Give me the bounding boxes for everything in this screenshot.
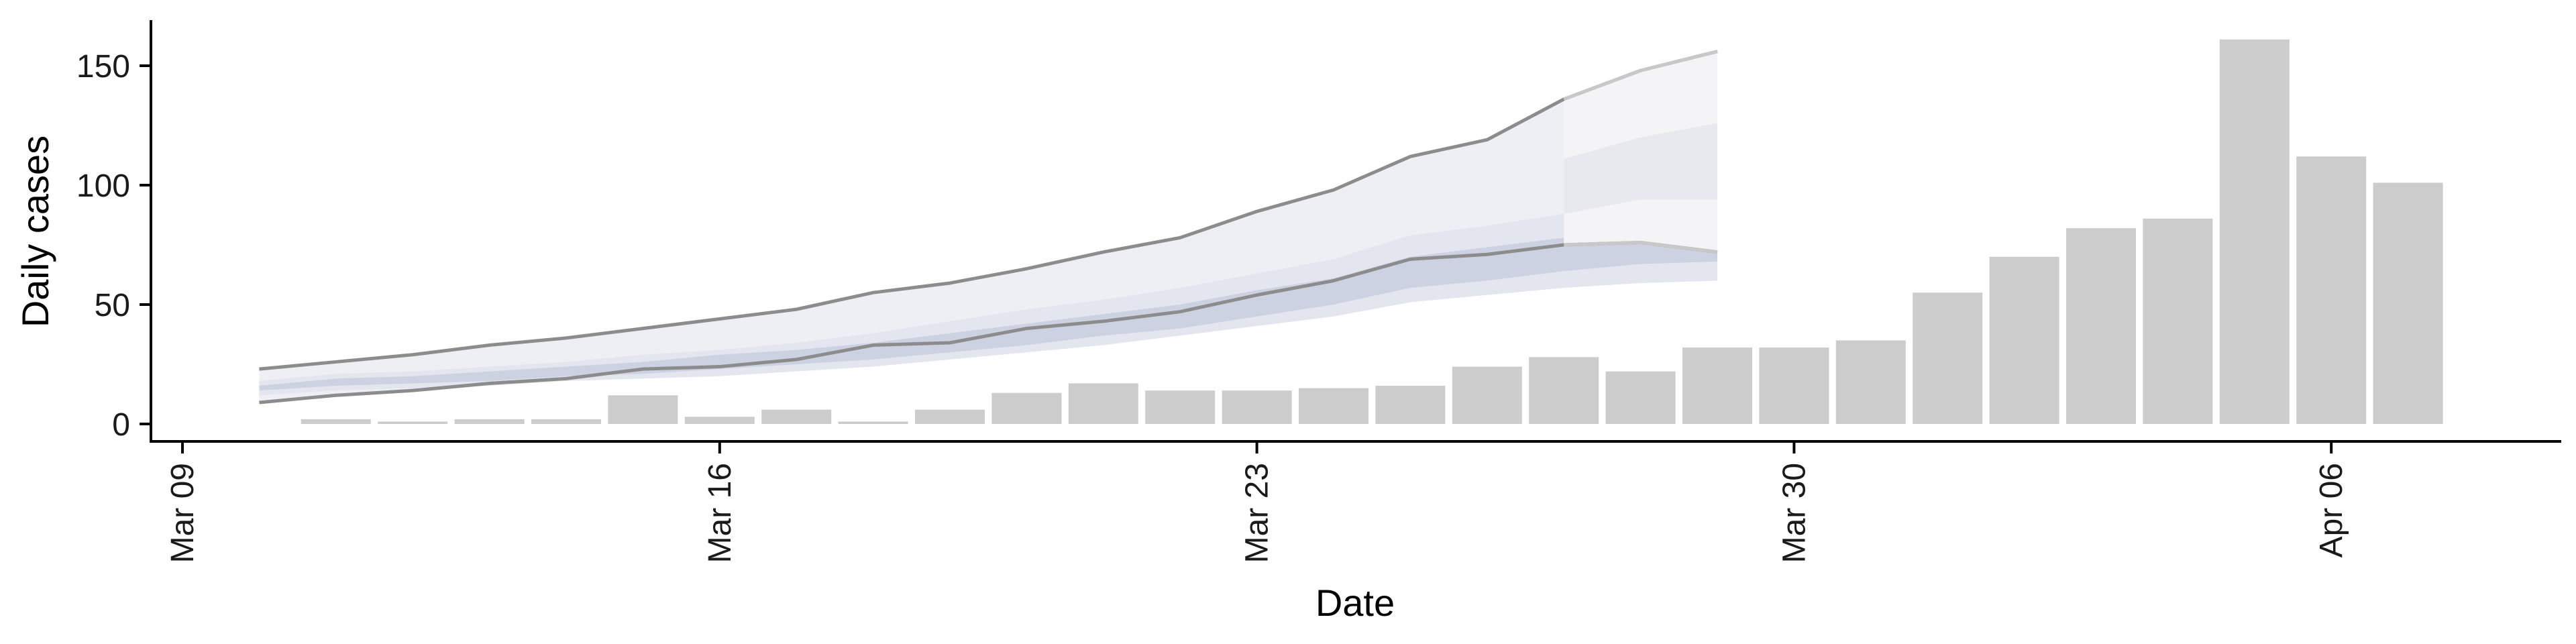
bar-2020-03-14 [531, 419, 601, 424]
bar-2020-03-27 [1529, 357, 1599, 424]
x-tick-label: Mar 09 [165, 463, 201, 563]
bar-2020-03-20 [991, 392, 1062, 424]
bar-2020-03-15 [608, 395, 678, 424]
y-tick-label: 100 [76, 168, 130, 204]
bar-2020-04-05 [2219, 39, 2290, 424]
bar-2020-03-18 [838, 421, 908, 424]
x-tick-label: Mar 23 [1240, 463, 1275, 563]
bar-2020-03-28 [1605, 371, 1676, 424]
bar-2020-04-02 [1989, 256, 2059, 424]
bar-2020-04-04 [2143, 218, 2213, 424]
x-tick-label: Apr 06 [2314, 463, 2349, 557]
nowcast-lower-line [259, 240, 1718, 405]
x-tick-label: Mar 16 [702, 463, 738, 563]
bar-2020-04-01 [1913, 292, 1983, 424]
bar-2020-03-26 [1452, 366, 1522, 424]
bar-2020-03-31 [1835, 340, 1906, 424]
bar-2020-04-03 [2066, 228, 2136, 424]
bar-2020-04-06 [2296, 156, 2367, 424]
bar-2020-04-07 [2373, 182, 2443, 424]
y-axis-title: Daily cases [14, 136, 56, 327]
bar-2020-03-22 [1145, 390, 1216, 424]
plot-area [259, 39, 2443, 424]
y-tick-label: 0 [112, 407, 130, 443]
y-tick-label: 150 [76, 49, 130, 85]
bar-2020-03-17 [761, 409, 832, 424]
bar-2020-03-25 [1375, 386, 1446, 424]
forecast-upper-line [1563, 50, 1718, 101]
bar-2020-03-16 [684, 417, 755, 424]
bar-2020-03-19 [915, 409, 985, 424]
bar-2020-03-24 [1299, 388, 1368, 424]
bar-2020-03-11 [301, 419, 371, 424]
bar-2020-03-13 [454, 419, 525, 424]
bar-2020-03-21 [1068, 383, 1138, 424]
nowcast-upper-line [259, 50, 1718, 371]
bar-2020-03-12 [378, 421, 448, 424]
axes [150, 20, 2561, 443]
forecast-band-50 [1564, 123, 1717, 214]
bar-2020-03-29 [1682, 347, 1752, 424]
bar-2020-03-23 [1222, 390, 1292, 424]
forecast-lower-line [1564, 240, 1718, 254]
bar-2020-03-30 [1759, 347, 1829, 424]
x-axis-title: Date [1316, 582, 1395, 624]
tick-labels: 0 50 100 150 Mar 09 Mar 16 Mar 23 Mar 30 Apr 06 [76, 49, 2349, 563]
x-tick-label: Mar 30 [1776, 463, 1812, 563]
y-tick-label: 50 [95, 288, 130, 323]
